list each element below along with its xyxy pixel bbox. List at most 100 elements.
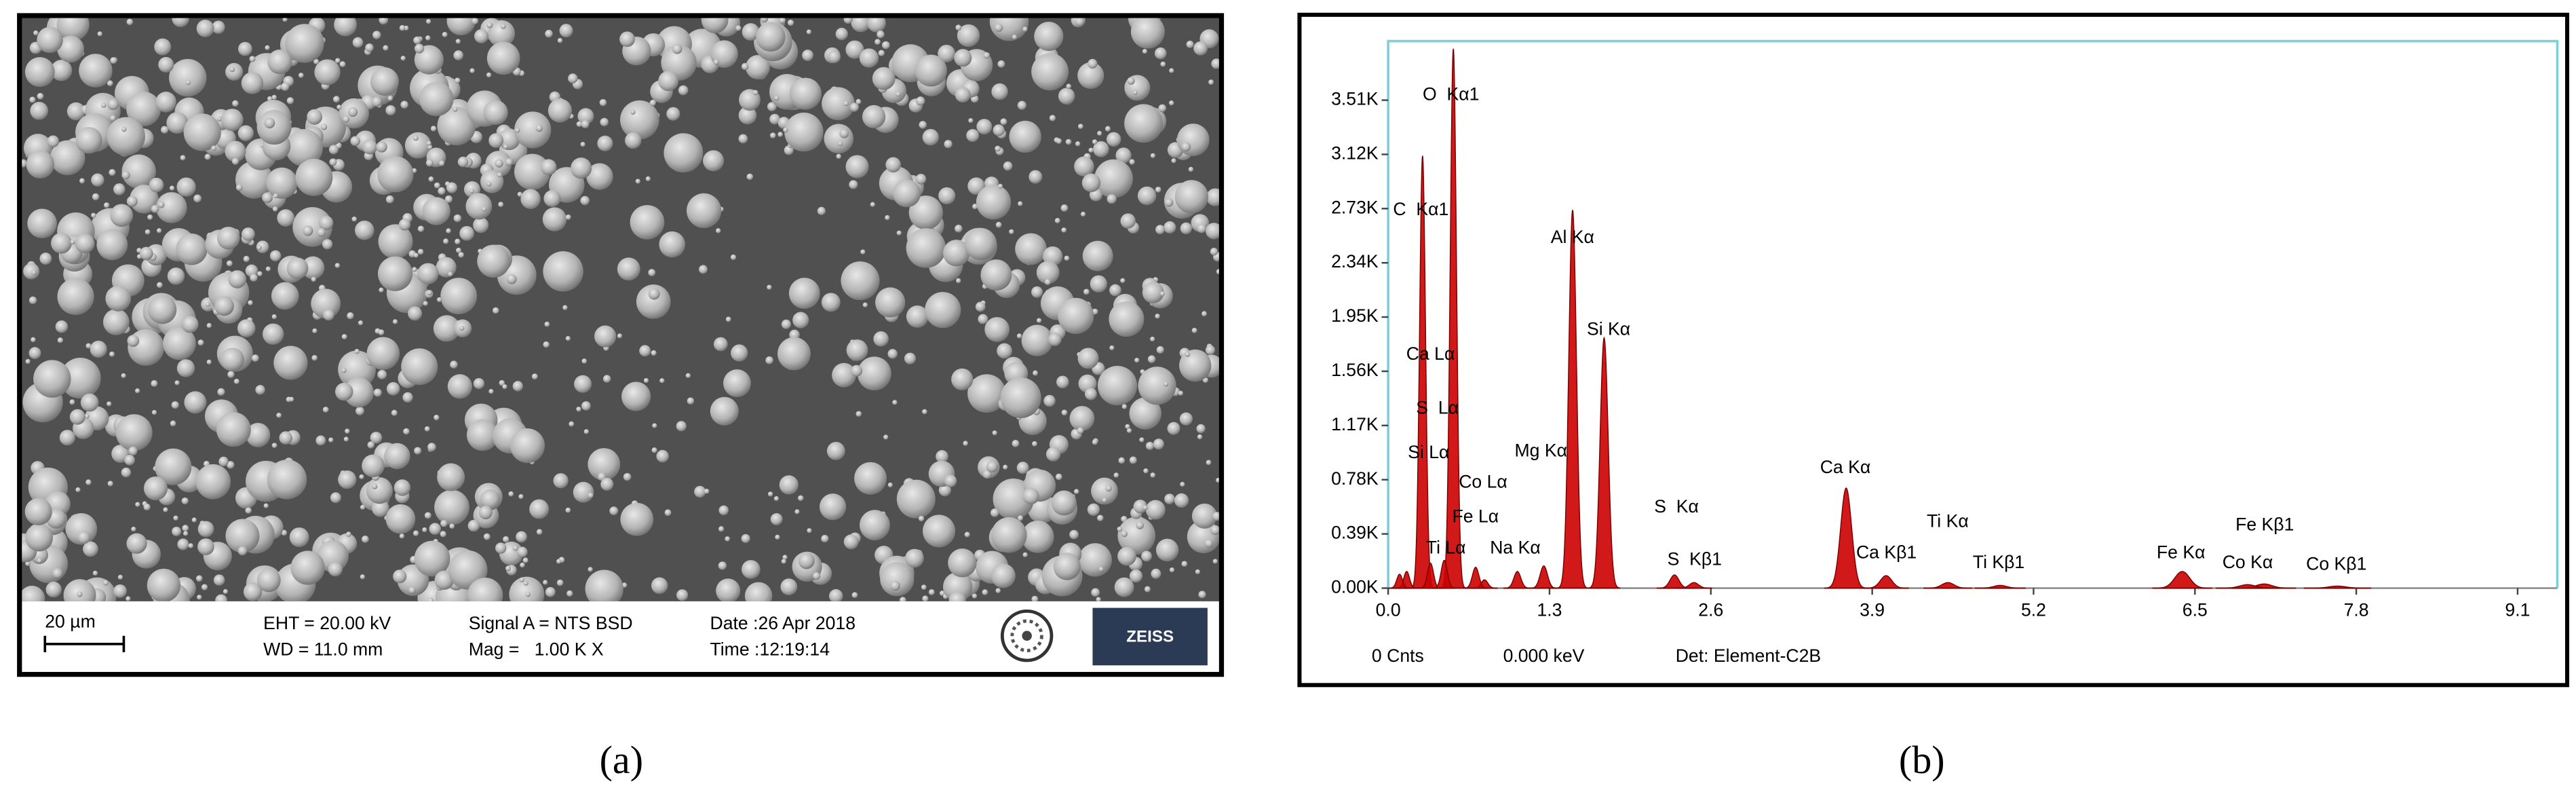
particle bbox=[1077, 62, 1104, 89]
particle bbox=[414, 540, 450, 577]
particle bbox=[547, 98, 573, 123]
particle bbox=[233, 378, 239, 384]
particle bbox=[447, 374, 472, 399]
particle bbox=[436, 257, 457, 278]
particle bbox=[585, 569, 623, 601]
particle bbox=[128, 446, 138, 456]
particle bbox=[251, 354, 259, 362]
particle bbox=[170, 420, 176, 427]
particle bbox=[919, 121, 927, 129]
particle bbox=[126, 533, 147, 554]
particle bbox=[1155, 225, 1166, 235]
peak-label: Al Kα bbox=[1551, 227, 1594, 247]
particle bbox=[735, 25, 742, 31]
particle bbox=[346, 531, 351, 537]
particle bbox=[1043, 394, 1056, 407]
peak-label: Ca Kβ1 bbox=[1856, 542, 1917, 563]
particle bbox=[109, 168, 116, 176]
particle bbox=[438, 160, 445, 166]
particle bbox=[1106, 132, 1121, 147]
particle bbox=[1169, 68, 1174, 73]
peak-label: S Lα bbox=[1416, 398, 1459, 418]
particle bbox=[993, 478, 1034, 520]
particle bbox=[121, 373, 126, 379]
particle bbox=[503, 144, 508, 149]
particle bbox=[334, 58, 341, 64]
particle bbox=[384, 443, 410, 470]
particle bbox=[206, 359, 212, 365]
particle bbox=[459, 325, 465, 331]
particle bbox=[1179, 349, 1212, 382]
particle bbox=[1142, 48, 1148, 54]
particle bbox=[110, 57, 117, 64]
particle bbox=[285, 24, 324, 63]
particle bbox=[505, 158, 514, 166]
particle bbox=[581, 401, 591, 411]
particle bbox=[676, 589, 689, 601]
particle bbox=[172, 18, 189, 27]
peak-label: S Kβ1 bbox=[1668, 548, 1722, 569]
particle bbox=[730, 254, 737, 261]
scale-label: 20 µm bbox=[45, 611, 95, 631]
particle bbox=[975, 301, 986, 312]
particle bbox=[997, 60, 1005, 68]
particle bbox=[1009, 120, 1041, 153]
particle bbox=[442, 31, 448, 37]
particle bbox=[402, 392, 413, 403]
particle bbox=[235, 184, 243, 191]
particle bbox=[63, 579, 96, 601]
particle bbox=[434, 570, 454, 590]
particle bbox=[990, 508, 999, 517]
particle bbox=[928, 588, 935, 595]
particle bbox=[782, 555, 788, 560]
particle bbox=[881, 41, 890, 50]
particle bbox=[1098, 366, 1138, 406]
particle bbox=[788, 278, 820, 310]
particle bbox=[767, 491, 773, 497]
particle bbox=[23, 263, 40, 280]
particle bbox=[954, 49, 972, 67]
particle bbox=[226, 260, 233, 267]
y-tick-label: 2.73K bbox=[1331, 197, 1379, 217]
particle bbox=[1120, 213, 1136, 229]
particle bbox=[1145, 500, 1166, 520]
particle bbox=[341, 334, 347, 340]
particle bbox=[286, 97, 294, 105]
particle bbox=[698, 265, 708, 274]
particle bbox=[1021, 324, 1053, 356]
particle bbox=[741, 533, 750, 544]
particle bbox=[583, 429, 590, 434]
particle bbox=[434, 182, 440, 189]
particle bbox=[1211, 58, 1219, 69]
particle bbox=[877, 30, 885, 39]
particle bbox=[769, 113, 780, 125]
particle bbox=[781, 319, 791, 329]
x-tick-label: 5.2 bbox=[2021, 599, 2046, 620]
particle bbox=[128, 329, 165, 366]
x-tick-label: 6.5 bbox=[2183, 599, 2208, 620]
peak-label: Fe Kα bbox=[2157, 542, 2206, 563]
particle bbox=[843, 100, 849, 107]
particle bbox=[429, 523, 442, 536]
particle bbox=[609, 506, 619, 516]
particle bbox=[227, 461, 235, 469]
particle bbox=[155, 192, 187, 223]
particle bbox=[1065, 138, 1072, 145]
particle bbox=[107, 481, 113, 487]
particle bbox=[352, 37, 364, 48]
particle bbox=[908, 195, 943, 230]
particle bbox=[531, 373, 538, 380]
peak-label: Ti Kα bbox=[1927, 511, 1969, 531]
particle bbox=[57, 35, 84, 63]
particle bbox=[767, 284, 772, 291]
particle bbox=[516, 546, 528, 558]
particle bbox=[1087, 503, 1100, 517]
peak-label: C Kα1 bbox=[1393, 199, 1448, 219]
particle bbox=[499, 379, 505, 386]
particle bbox=[337, 105, 342, 110]
particle bbox=[1159, 291, 1166, 297]
particle bbox=[915, 174, 927, 185]
particle bbox=[113, 183, 126, 195]
particle bbox=[197, 595, 202, 600]
